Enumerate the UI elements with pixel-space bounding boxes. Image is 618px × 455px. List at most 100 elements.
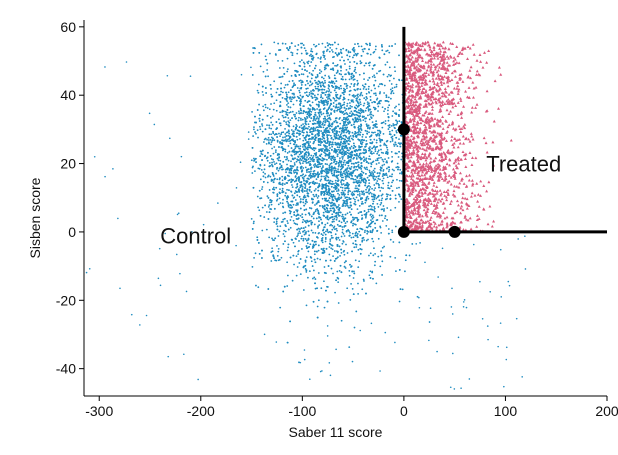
control-point	[329, 98, 332, 101]
control-point	[344, 63, 346, 65]
control-point	[269, 116, 272, 119]
control-point	[325, 289, 327, 292]
control-point	[343, 116, 345, 119]
control-point	[266, 115, 269, 117]
control-point	[318, 69, 321, 71]
control-point	[393, 126, 396, 129]
control-point	[356, 175, 359, 178]
control-point	[346, 54, 349, 57]
control-point	[332, 195, 335, 198]
control-point	[285, 135, 288, 137]
control-point	[287, 189, 290, 192]
control-point	[345, 128, 348, 131]
control-point	[401, 288, 404, 291]
control-point	[296, 266, 299, 268]
control-point	[360, 61, 363, 64]
control-point	[275, 162, 278, 165]
control-point	[356, 176, 359, 179]
control-point	[339, 173, 342, 176]
control-point	[345, 170, 348, 172]
control-point	[331, 50, 334, 53]
control-point	[250, 159, 253, 162]
control-point	[365, 161, 368, 163]
control-point	[283, 217, 286, 220]
control-point	[354, 43, 356, 46]
control-point	[319, 144, 322, 147]
control-point	[258, 209, 261, 212]
control-point	[388, 51, 391, 54]
control-point	[394, 141, 397, 144]
control-point	[384, 122, 387, 125]
control-point	[395, 83, 398, 86]
control-point	[327, 87, 330, 90]
control-point	[368, 127, 371, 130]
control-point	[266, 69, 269, 71]
control-point	[330, 165, 333, 168]
control-point	[360, 129, 363, 131]
control-point	[278, 132, 280, 135]
control-point	[360, 170, 363, 173]
control-point	[419, 241, 421, 244]
control-point	[364, 229, 366, 232]
control-point	[293, 214, 296, 216]
control-point	[275, 99, 278, 102]
control-point	[353, 270, 355, 273]
control-point	[310, 223, 313, 226]
control-point	[275, 91, 278, 94]
control-point	[286, 140, 288, 142]
control-point	[307, 161, 309, 164]
control-point	[301, 185, 304, 188]
control-point	[346, 287, 349, 290]
control-point	[340, 271, 343, 274]
control-point	[281, 96, 284, 99]
control-point	[364, 109, 367, 112]
control-point	[297, 202, 299, 205]
control-point	[334, 233, 337, 236]
control-point	[290, 42, 293, 45]
control-point	[322, 82, 325, 85]
control-point	[331, 213, 334, 216]
control-point	[339, 264, 342, 267]
control-point	[392, 110, 395, 113]
control-point	[304, 84, 307, 86]
control-point	[306, 194, 309, 197]
control-point	[321, 81, 324, 83]
control-point	[362, 133, 364, 136]
control-point	[300, 46, 303, 49]
control-point	[254, 131, 256, 133]
control-point	[329, 192, 332, 195]
control-point	[332, 62, 335, 65]
control-point	[317, 232, 320, 235]
control-point	[348, 55, 351, 58]
control-point	[306, 101, 309, 104]
control-point	[309, 110, 311, 113]
control-point	[350, 282, 352, 285]
control-point	[349, 112, 351, 115]
control-point	[369, 53, 372, 56]
control-point	[313, 166, 316, 168]
control-point	[306, 80, 308, 82]
control-point	[334, 204, 336, 207]
control-point	[308, 270, 311, 273]
control-point	[418, 296, 420, 299]
control-point	[304, 160, 306, 163]
control-point	[363, 78, 365, 81]
control-point	[365, 96, 368, 98]
control-point	[337, 281, 340, 283]
control-point	[387, 228, 390, 230]
control-point	[286, 104, 288, 106]
control-point	[398, 103, 400, 106]
control-point	[320, 162, 323, 165]
control-point	[353, 198, 356, 201]
control-point	[350, 236, 353, 239]
control-point	[313, 149, 316, 152]
control-point	[267, 205, 270, 208]
control-point	[305, 239, 308, 242]
control-point	[306, 190, 308, 192]
control-point	[325, 110, 328, 113]
control-point	[389, 175, 391, 178]
control-point	[302, 73, 305, 76]
control-point	[357, 120, 360, 122]
control-point	[316, 108, 319, 110]
control-point	[378, 70, 380, 73]
